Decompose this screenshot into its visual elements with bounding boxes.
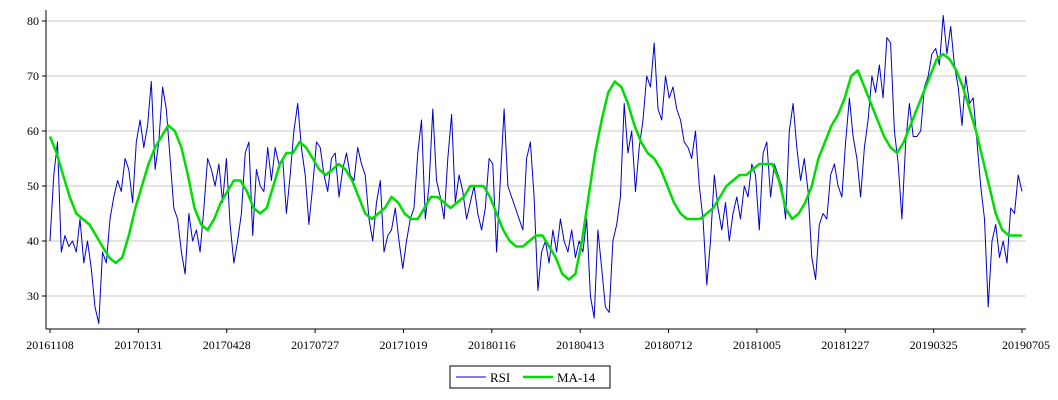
x-tick-label: 20180712 <box>645 338 693 352</box>
x-tick-label: 20190705 <box>1002 338 1050 352</box>
series-line-rsi <box>49 15 1023 324</box>
x-tick-label: 20170131 <box>114 338 162 352</box>
x-tick-label: 20161108 <box>26 338 74 352</box>
x-tick-label: 20180116 <box>468 338 516 352</box>
y-tick-label: 30 <box>27 289 39 303</box>
x-tick-label: 20171019 <box>379 338 427 352</box>
x-tick-label: 20181227 <box>821 338 869 352</box>
x-tick-label: 20180413 <box>556 338 604 352</box>
y-tick-label: 80 <box>27 14 39 28</box>
y-tick-label: 70 <box>27 69 39 83</box>
y-axis-ticks: 30 40 50 60 70 80 <box>27 14 46 303</box>
x-tick-label: 20181005 <box>733 338 781 352</box>
x-axis-ticks: 20161108 20170131 20170428 20170727 20171019… <box>26 329 1050 352</box>
gridlines <box>46 20 1026 297</box>
x-tick-label: 20170727 <box>291 338 339 352</box>
series-line-ma-14 <box>48 52 1022 281</box>
legend: RSI MA-14 <box>449 365 611 389</box>
series-lines <box>48 15 1023 324</box>
y-tick-label: 50 <box>27 179 39 193</box>
x-tick-label: 20190325 <box>910 338 958 352</box>
x-tick-label: 20170428 <box>203 338 251 352</box>
legend-label-ma14: MA-14 <box>557 370 596 385</box>
y-tick-label: 40 <box>27 234 39 248</box>
legend-label-rsi: RSI <box>490 370 510 385</box>
y-tick-label: 60 <box>27 124 39 138</box>
